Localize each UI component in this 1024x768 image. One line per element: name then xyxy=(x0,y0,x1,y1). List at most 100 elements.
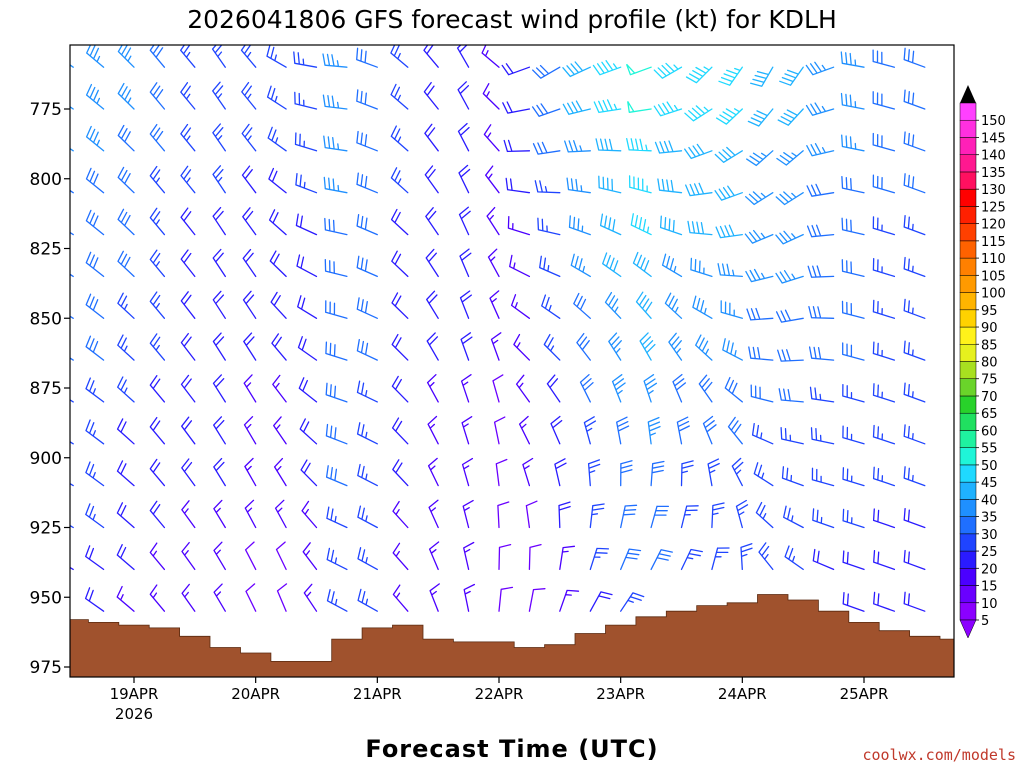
wind-barb xyxy=(731,457,744,487)
wind-barb xyxy=(842,467,865,487)
wind-barb xyxy=(647,416,661,445)
wind-barb xyxy=(298,377,318,403)
wind-barb xyxy=(543,333,561,361)
colorbar-label: 5 xyxy=(981,614,989,629)
colorbar-segment xyxy=(959,154,977,173)
wind-barb xyxy=(812,548,835,571)
wind-barb xyxy=(276,583,288,612)
wind-barb xyxy=(149,416,166,445)
wind-barb xyxy=(903,215,926,236)
wind-barb xyxy=(568,215,591,236)
wind-barb xyxy=(602,252,622,278)
wind-barb xyxy=(654,140,683,154)
wind-barb xyxy=(724,376,743,403)
wind-barb xyxy=(842,342,865,361)
colorbar-label: 20 xyxy=(981,562,998,577)
wind-barb xyxy=(85,251,105,278)
colorbar-segment xyxy=(959,361,977,379)
wind-barb xyxy=(872,341,896,361)
plot-frame xyxy=(69,44,955,678)
colorbar: 5 10 15 20 25 30 35 40 45 50 55 60 65 70 75 80 85 90 95 100… xyxy=(959,85,1006,639)
wind-barb xyxy=(492,374,504,403)
wind-barb xyxy=(326,547,348,571)
wind-barb xyxy=(661,253,683,278)
wind-barb xyxy=(461,457,474,487)
wind-barb xyxy=(244,541,257,571)
wind-barb xyxy=(873,591,896,612)
wind-barb xyxy=(775,309,804,323)
colorbar-segment xyxy=(959,481,977,500)
wind-barb xyxy=(715,224,743,239)
wind-barb xyxy=(424,165,439,194)
wind-barb xyxy=(507,216,531,236)
wind-barb xyxy=(457,122,470,152)
wind-barb xyxy=(811,467,835,487)
wind-barb xyxy=(117,82,135,110)
wind-barb xyxy=(426,332,439,361)
wind-barb xyxy=(213,541,226,571)
x-tick-label: 25APR xyxy=(840,685,889,703)
wind-barb xyxy=(85,461,105,487)
wind-barb xyxy=(180,332,196,361)
wind-barb xyxy=(748,346,774,361)
colorbar-label: 150 xyxy=(981,114,1006,129)
wind-barb xyxy=(668,332,683,361)
wind-barb xyxy=(294,132,318,152)
wind-barb xyxy=(546,374,561,403)
wind-barb xyxy=(903,340,926,361)
wind-barb xyxy=(777,349,804,362)
wind-barb xyxy=(180,165,196,194)
wind-barb xyxy=(659,215,683,236)
wind-barb xyxy=(714,185,743,201)
wind-barb xyxy=(116,418,135,445)
wind-barb xyxy=(487,248,500,278)
wind-barb xyxy=(650,505,670,529)
wind-barb xyxy=(212,374,226,403)
wind-barb xyxy=(245,583,257,612)
colorbar-label: 25 xyxy=(981,545,998,560)
wind-barb xyxy=(784,545,804,571)
wind-barb xyxy=(149,123,166,152)
wind-barb xyxy=(423,81,439,110)
wind-barb xyxy=(181,416,196,445)
wind-barb xyxy=(554,458,567,487)
wind-barb xyxy=(840,51,865,68)
wind-barb xyxy=(903,382,926,403)
wind-barb xyxy=(323,176,348,194)
wind-barb xyxy=(745,268,774,283)
wind-barb xyxy=(620,460,633,487)
wind-barb xyxy=(680,548,703,571)
colorbar-segment xyxy=(959,257,977,276)
wind-barb xyxy=(275,541,287,571)
wind-barb xyxy=(808,305,835,319)
colorbar-label: 30 xyxy=(981,528,998,543)
wind-barb xyxy=(269,250,287,278)
wind-barb xyxy=(595,138,622,152)
wind-barb xyxy=(390,208,409,236)
wind-barb xyxy=(498,543,512,571)
wind-barb xyxy=(515,374,531,403)
wind-barb xyxy=(672,373,687,403)
y-tick-label: 950 xyxy=(30,588,62,608)
wind-barb xyxy=(753,462,774,487)
wind-barb xyxy=(267,126,287,152)
wind-barb xyxy=(781,466,804,487)
wind-barb xyxy=(85,167,105,194)
y-tick-label: 925 xyxy=(30,519,62,539)
wind-barb xyxy=(462,499,474,529)
wind-barb xyxy=(490,332,502,361)
wind-barb xyxy=(903,89,926,110)
wind-barb xyxy=(501,63,531,76)
wind-barb xyxy=(149,82,166,110)
wind-barb xyxy=(611,374,626,403)
wind-barb xyxy=(842,383,865,403)
wind-barb xyxy=(840,92,865,110)
wind-barb xyxy=(212,206,226,236)
wind-barb xyxy=(293,51,318,68)
wind-barb xyxy=(85,545,105,571)
wind-barb xyxy=(616,416,630,445)
colorbar-label: 10 xyxy=(981,597,998,612)
wind-barb xyxy=(872,216,896,236)
wind-barb xyxy=(872,132,896,152)
wind-barb xyxy=(630,213,652,236)
